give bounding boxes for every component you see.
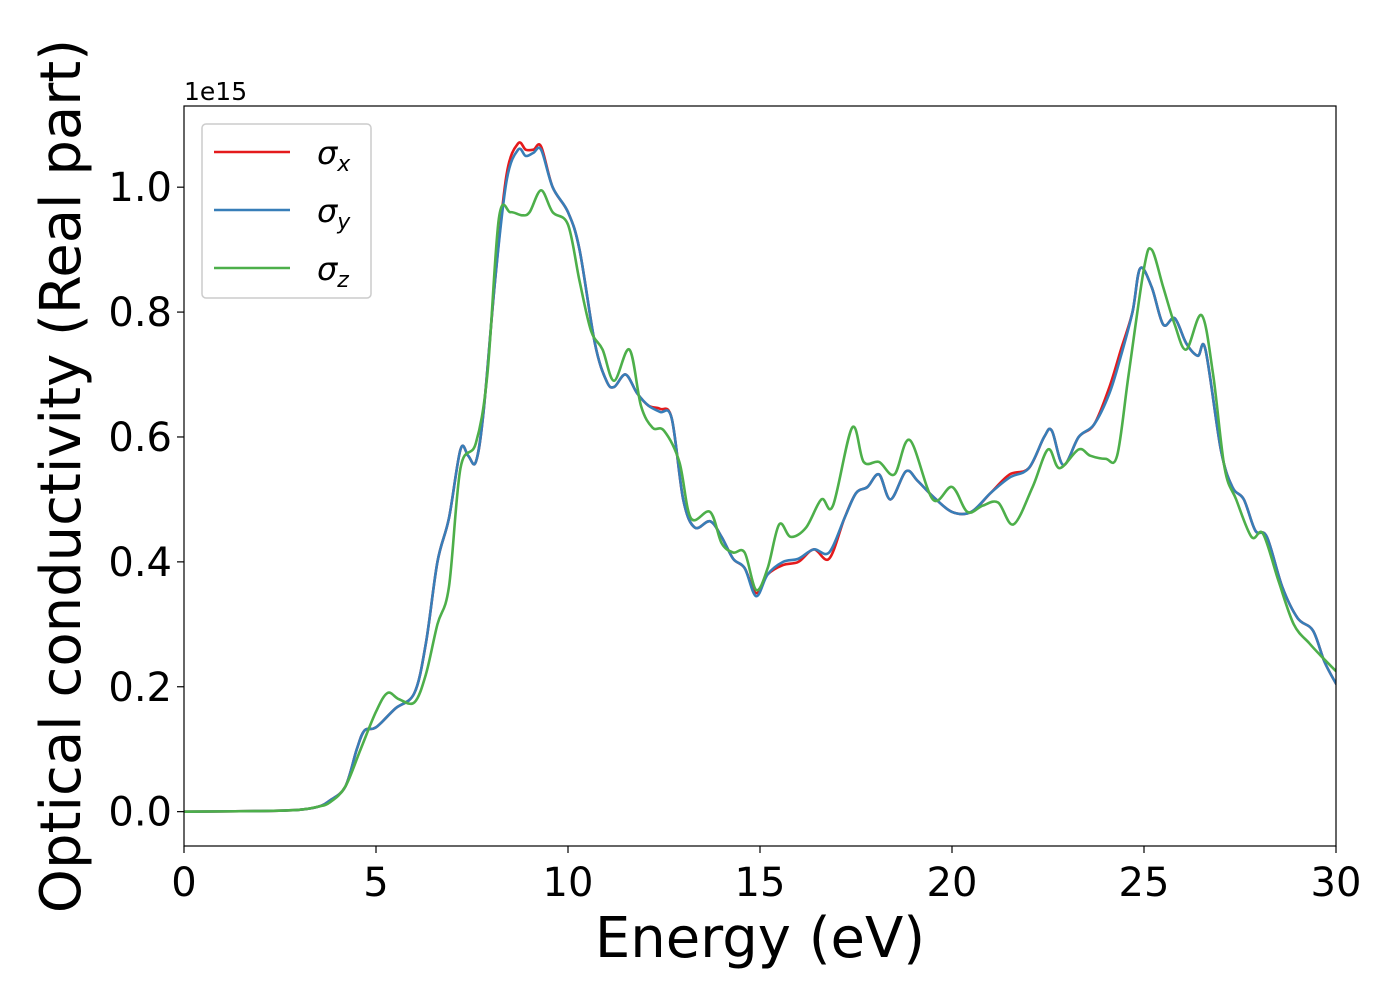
legend-label-z: σz: [317, 250, 349, 293]
x-tick-label: 25: [1119, 860, 1170, 906]
series-layer: [184, 141, 1336, 813]
x-axis-label: Energy (eV): [595, 906, 925, 971]
x-tick-label: 15: [735, 860, 786, 906]
legend-label-x: σx: [317, 134, 351, 177]
x-tick-label: 10: [543, 860, 594, 906]
y-tick-label: 0.0: [108, 790, 172, 836]
y-tick-label: 0.8: [108, 290, 172, 336]
y-axis-label: Optical conductivity (Real part): [29, 39, 94, 913]
x-tick-label: 5: [363, 860, 388, 906]
legend-label-y: σy: [317, 192, 351, 235]
y-tick-label: 0.2: [108, 665, 172, 711]
series-line-z: [184, 189, 1336, 813]
y-tick-label: 0.4: [108, 540, 172, 586]
legend: σx σy σz: [201, 123, 372, 299]
y-tick-label: 1.0: [108, 165, 172, 211]
tick-layer: 0 5 10 15 20 25 30 0.0 0.2 0.4 0.6 0.8 1.0: [108, 165, 1361, 906]
series-line-y: [184, 146, 1336, 813]
x-tick-label: 0: [171, 860, 196, 906]
x-tick-label: 20: [927, 860, 978, 906]
x-tick-label: 30: [1311, 860, 1362, 906]
legend-items: σx σy σz: [214, 134, 351, 293]
y-offset-label: 1e15: [184, 77, 247, 106]
y-tick-label: 0.6: [108, 415, 172, 461]
